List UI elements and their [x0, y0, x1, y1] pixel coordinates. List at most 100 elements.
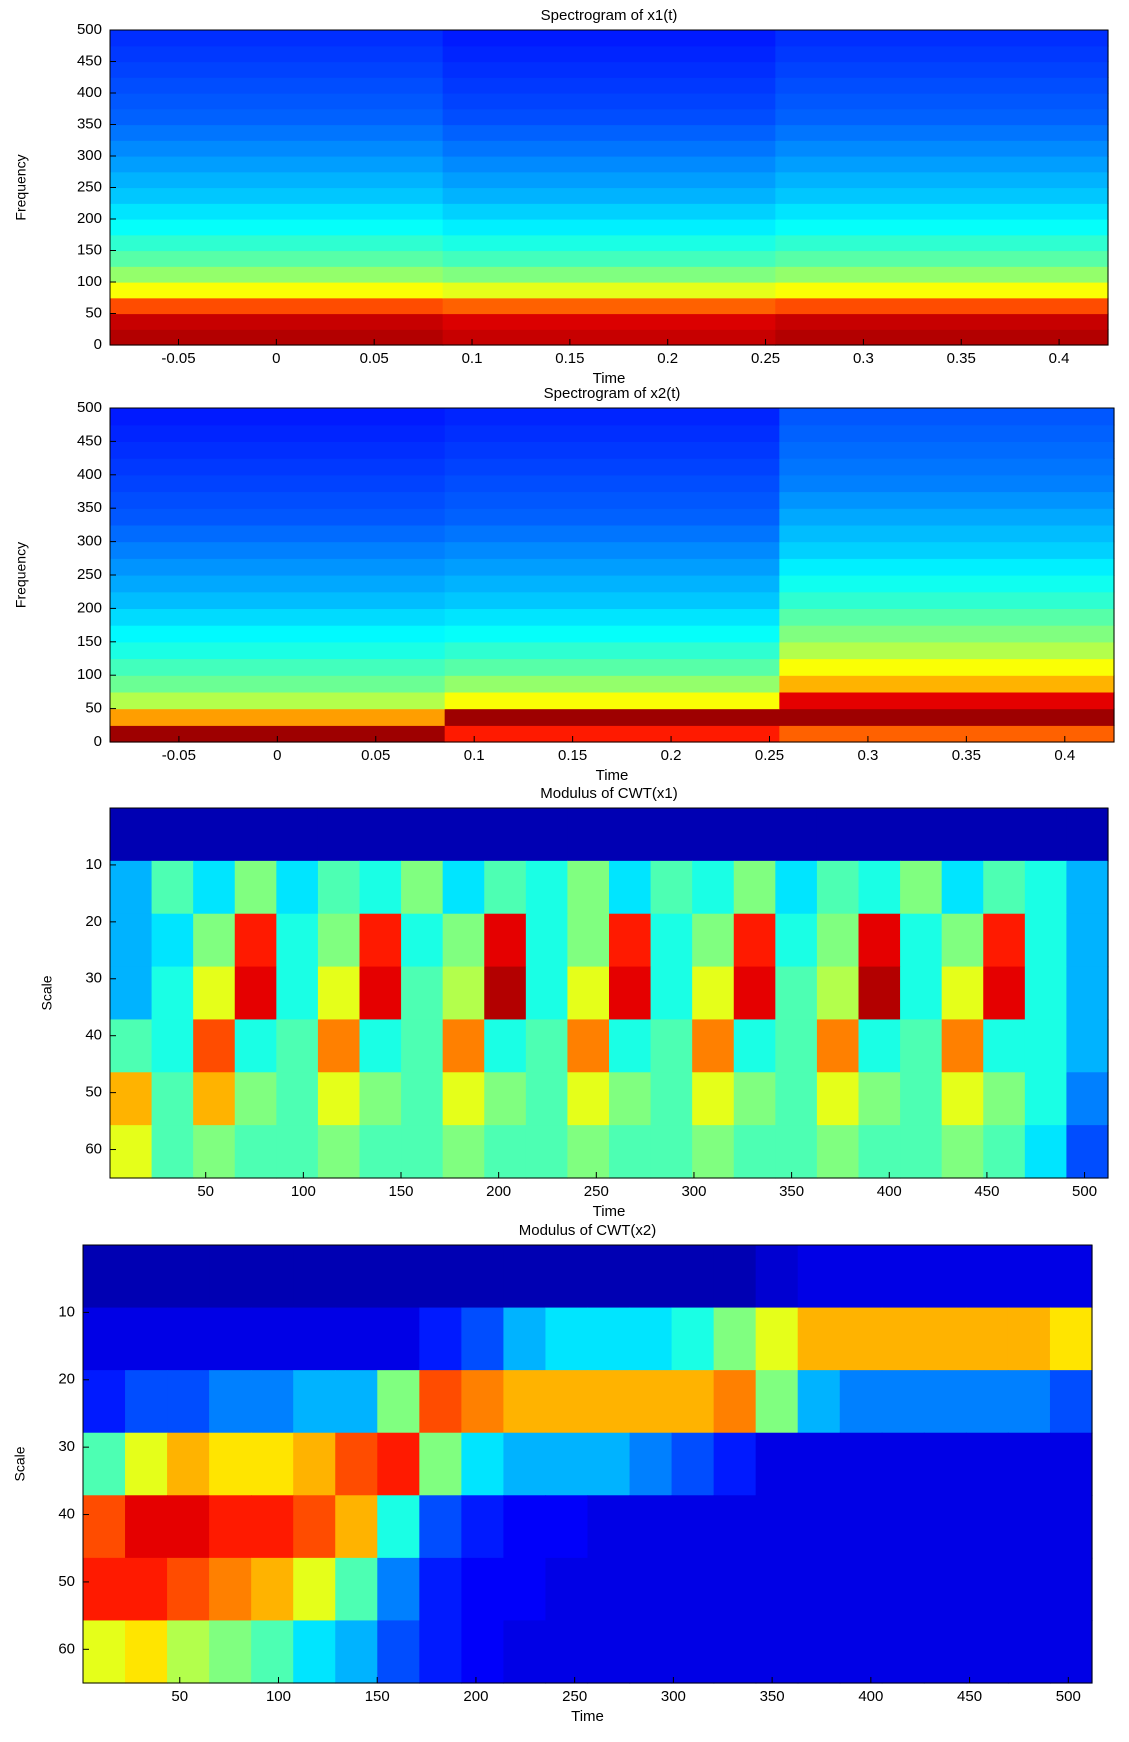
heatmap-cell — [251, 1370, 294, 1434]
heatmap-cell — [965, 1370, 1009, 1434]
heatmap-cell — [858, 860, 901, 915]
heatmap-cell — [839, 1557, 883, 1622]
heatmap-cell — [1066, 966, 1109, 1021]
heatmap-cell — [779, 608, 1115, 626]
heatmap-cell — [110, 441, 446, 459]
heatmap-cell — [775, 808, 818, 862]
heatmap-cell — [442, 187, 776, 204]
heatmap-cell — [965, 1432, 1009, 1496]
heatmap-cell — [775, 329, 1109, 346]
x-tick-label: 0.35 — [947, 350, 976, 367]
heatmap-cell — [816, 1125, 860, 1179]
heatmap-cell — [461, 1370, 505, 1434]
heatmap-cell — [377, 1307, 420, 1371]
heatmap-cell — [444, 524, 780, 543]
heatmap-cell — [444, 608, 780, 626]
x-tick-label: 0.1 — [462, 350, 483, 367]
heatmap-cell — [167, 1245, 210, 1309]
heatmap-cell — [234, 1072, 277, 1126]
heatmap-cell — [461, 1245, 505, 1309]
heatmap-cell — [587, 1495, 631, 1559]
heatmap-cell — [110, 608, 446, 626]
heatmap-cell — [442, 156, 776, 173]
heatmap-cell — [444, 541, 780, 559]
heatmap-cell — [83, 1495, 126, 1559]
heatmap-cell — [881, 1620, 925, 1684]
heatmap-cell — [1024, 1125, 1068, 1179]
y-tick-label: 10 — [85, 856, 102, 873]
x-tick-label: 250 — [584, 1183, 609, 1200]
y-tick-label: 250 — [77, 566, 102, 583]
x-axis-label: Time — [593, 370, 626, 387]
heatmap-cell — [1007, 1620, 1051, 1684]
y-tick-label: 60 — [58, 1640, 75, 1657]
heatmap-cell — [713, 1557, 757, 1622]
heatmap-cell — [110, 219, 444, 236]
x-tick-label: 0.2 — [657, 350, 678, 367]
heatmap-cell — [923, 1620, 967, 1684]
y-axis-label: Frequency — [13, 542, 29, 608]
heatmap-cell — [923, 1432, 967, 1496]
heatmap-cell — [858, 808, 901, 862]
heatmap-cell — [484, 966, 527, 1021]
heatmap-cell — [442, 45, 776, 63]
heatmap-cell — [444, 424, 780, 442]
heatmap-cell — [587, 1432, 631, 1496]
heatmap-cell — [779, 541, 1115, 559]
heatmap-cell — [444, 725, 780, 743]
y-tick-label: 50 — [85, 1084, 102, 1101]
heatmap-cell — [110, 641, 446, 660]
heatmap-cell — [444, 658, 780, 676]
heatmap-cell — [1049, 1557, 1093, 1622]
heatmap-cell — [775, 140, 1109, 157]
heatmap-cell — [755, 1620, 799, 1684]
x-axis-label: Time — [593, 1203, 626, 1220]
heatmap-cell — [567, 1019, 610, 1073]
heatmap-cell — [941, 808, 984, 862]
heatmap-cell — [671, 1620, 715, 1684]
heatmap-cell — [900, 860, 943, 915]
heatmap-cell — [83, 1307, 126, 1371]
heatmap-cell — [110, 234, 444, 252]
heatmap-cell — [797, 1432, 841, 1496]
heatmap-cell — [629, 1432, 673, 1496]
heatmap-cell — [881, 1557, 925, 1622]
heatmap-cell — [692, 1019, 735, 1073]
heatmap-cell — [923, 1245, 967, 1309]
heatmap-cell — [419, 1370, 462, 1434]
heatmap-cell — [900, 1072, 943, 1126]
heatmap-cell — [839, 1307, 883, 1371]
heatmap-cell — [545, 1620, 589, 1684]
heatmap-cell — [110, 408, 446, 426]
heatmap-cell — [1066, 1072, 1109, 1126]
heatmap-cell — [1007, 1432, 1051, 1496]
x-tick-label: 0.25 — [755, 747, 784, 764]
heatmap-cell — [816, 860, 860, 915]
heatmap-cell — [251, 1495, 294, 1559]
heatmap-cell — [335, 1557, 378, 1622]
heatmap-cell — [983, 860, 1026, 915]
heatmap-cell — [713, 1370, 757, 1434]
heatmap-cell — [110, 860, 153, 915]
heatmap-cell — [503, 1307, 547, 1371]
x-tick-label: 0.05 — [360, 350, 389, 367]
heatmap-cell — [167, 1557, 210, 1622]
heatmap-cell — [609, 808, 652, 862]
heatmap-cell — [442, 77, 776, 94]
x-tick-label: 200 — [463, 1688, 488, 1705]
x-axis-label: Time — [571, 1708, 604, 1725]
heatmap-cell — [293, 1370, 336, 1434]
heatmap-cell — [110, 708, 446, 726]
heatmap-cell — [377, 1245, 420, 1309]
x-tick-label: 250 — [562, 1688, 587, 1705]
heatmap-cell — [650, 1019, 693, 1073]
y-tick-label: 150 — [77, 633, 102, 650]
heatmap-cell — [713, 1245, 757, 1309]
heatmap-cell — [881, 1245, 925, 1309]
heatmap-cell — [858, 913, 901, 968]
heatmap-cell — [110, 808, 153, 862]
heatmap-cell — [110, 93, 444, 110]
heatmap-cell — [234, 808, 277, 862]
heatmap-cell — [276, 966, 319, 1021]
y-tick-label: 350 — [77, 115, 102, 132]
